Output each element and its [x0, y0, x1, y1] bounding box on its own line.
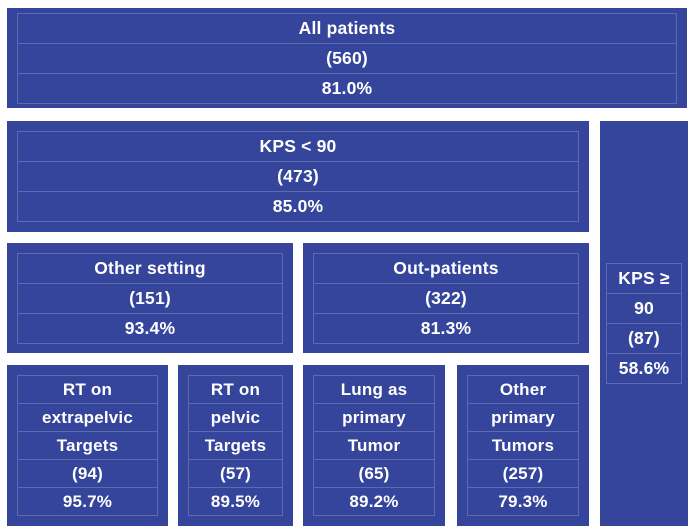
box-percent: 89.2%: [314, 487, 434, 515]
box-other-primary-table: Other primary Tumors (257) 79.3%: [467, 375, 579, 516]
box-count: (151): [18, 282, 282, 313]
box-percent: 95.7%: [18, 487, 157, 515]
box-percent: 93.4%: [18, 312, 282, 343]
box-label-line-2: 90: [607, 293, 681, 323]
box-count: (87): [607, 323, 681, 353]
box-out-patients: Out-patients (322) 81.3%: [303, 243, 589, 353]
box-lung-primary-tumor: Lung as primary Tumor (65) 89.2%: [303, 365, 445, 526]
box-rt-pelvic-table: RT on pelvic Targets (57) 89.5%: [188, 375, 283, 516]
box-out-patients-table: Out-patients (322) 81.3%: [313, 252, 579, 344]
box-rt-extrapelvic-targets: RT on extrapelvic Targets (94) 95.7%: [7, 365, 168, 526]
box-label-line-2: primary: [314, 403, 434, 431]
box-lung-primary-table: Lung as primary Tumor (65) 89.2%: [313, 375, 435, 516]
box-label-line-1: RT on: [62, 380, 113, 399]
box-percent: 58.6%: [607, 353, 681, 383]
box-label: KPS < 90: [259, 136, 337, 156]
box-percent: 81.3%: [314, 312, 578, 343]
box-label-line-1: RT on: [210, 380, 261, 399]
box-label-line-1: Lung as: [340, 380, 408, 399]
box-all-patients: All patients (560) 81.0%: [7, 8, 687, 108]
box-kps-lt-90-table: KPS < 90 (473) 85.0%: [17, 131, 579, 222]
box-count: (322): [314, 282, 578, 313]
box-label: All patients: [298, 17, 396, 38]
box-label-line-1: Other: [499, 380, 547, 399]
box-other-setting: Other setting (151) 93.4%: [7, 243, 293, 353]
box-label: Out-patients: [393, 257, 499, 278]
box-rt-extrapelvic-table: RT on extrapelvic Targets (94) 95.7%: [17, 375, 158, 516]
box-kps-ge-90-table: KPS ≥ 90 (87) 58.6%: [606, 263, 682, 384]
box-label-line-3: Targets: [18, 431, 157, 459]
box-count: (94): [18, 459, 157, 487]
box-label-line-2: primary: [468, 403, 578, 431]
box-percent: 85.0%: [18, 191, 578, 221]
box-label-line-3: Targets: [189, 431, 282, 459]
box-percent: 79.3%: [468, 487, 578, 515]
box-label-line-2: pelvic: [189, 403, 282, 431]
box-count: (560): [18, 42, 676, 73]
box-percent: 81.0%: [18, 72, 676, 103]
box-label: Other setting: [94, 257, 206, 278]
box-count: (257): [468, 459, 578, 487]
box-percent: 89.5%: [189, 487, 282, 515]
box-kps-lt-90: KPS < 90 (473) 85.0%: [7, 121, 589, 232]
box-count: (473): [18, 161, 578, 191]
box-rt-pelvic-targets: RT on pelvic Targets (57) 89.5%: [178, 365, 293, 526]
box-label-line-2: extrapelvic: [18, 403, 157, 431]
box-all-patients-table: All patients (560) 81.0%: [17, 12, 677, 104]
box-label-line-3: Tumor: [314, 431, 434, 459]
box-count: (65): [314, 459, 434, 487]
box-count: (57): [189, 459, 282, 487]
box-other-setting-table: Other setting (151) 93.4%: [17, 252, 283, 344]
box-label-line-3: Tumors: [468, 431, 578, 459]
box-label-line-1: KPS ≥: [618, 268, 670, 288]
box-other-primary-tumors: Other primary Tumors (257) 79.3%: [457, 365, 589, 526]
box-kps-ge-90: KPS ≥ 90 (87) 58.6%: [600, 121, 688, 526]
